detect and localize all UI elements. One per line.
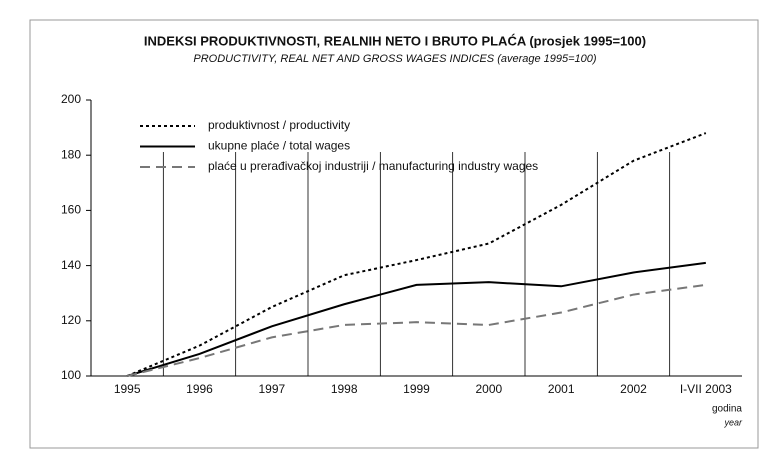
frame [29, 19, 759, 449]
x-tick-label: 1999 [403, 382, 430, 396]
legend-label: ukupne plaće / total wages [208, 139, 350, 153]
x-tick-label: 2000 [475, 382, 502, 396]
x-tick-label: 2002 [620, 382, 647, 396]
series-line [126, 261, 706, 377]
x-axis-label-en: year [723, 417, 743, 427]
y-tick-label: 160 [61, 203, 81, 217]
y-tick-label: 120 [61, 313, 81, 327]
series-line [126, 283, 706, 377]
x-tick-label: I-VII 2003 [680, 382, 732, 396]
x-axis-label: godina [712, 404, 742, 415]
chart-title: INDEKSI PRODUKTIVNOSTI, REALNIH NETO I B… [144, 33, 646, 48]
y-tick-label: 100 [61, 368, 81, 382]
y-tick-label: 140 [61, 258, 81, 272]
legend-label: produktivnost / productivity [208, 118, 350, 132]
series-line [126, 132, 707, 377]
x-tick-label: 1996 [186, 382, 213, 396]
x-tick-label: 2001 [548, 382, 575, 396]
y-tick-label: 180 [61, 147, 81, 161]
x-tick-label: 1998 [331, 382, 358, 396]
chart-subtitle: PRODUCTIVITY, REAL NET AND GROSS WAGES I… [193, 53, 597, 65]
x-tick-label: 1997 [258, 382, 285, 396]
x-tick-label: 1995 [114, 382, 141, 396]
y-tick-label: 200 [61, 92, 81, 106]
legend-label: plaće u prerađivačkoj industriji / manuf… [208, 159, 538, 173]
